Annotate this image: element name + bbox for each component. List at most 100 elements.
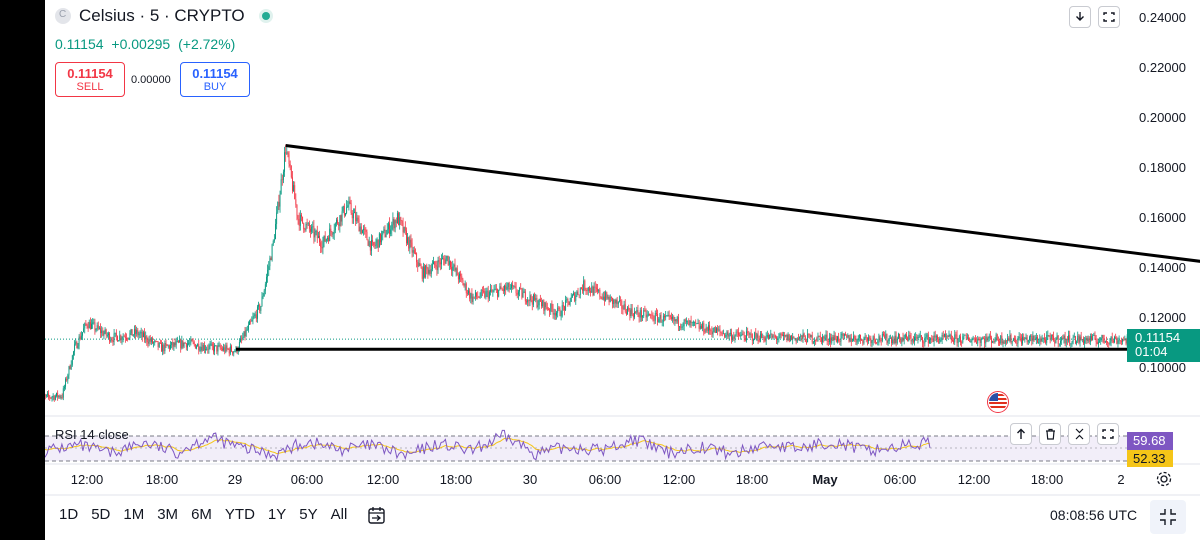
candle-body	[616, 299, 618, 305]
candle-body	[45, 395, 46, 397]
candle-body	[756, 334, 758, 338]
range-button-1y[interactable]: 1Y	[267, 506, 287, 523]
range-button-6m[interactable]: 6M	[191, 506, 212, 523]
candle-body	[226, 345, 228, 349]
utc-clock[interactable]: 08:08:56 UTC	[1050, 507, 1138, 523]
range-button-1m[interactable]: 1M	[123, 506, 145, 523]
candle-body	[348, 201, 350, 206]
exit-fullscreen-button[interactable]	[1150, 500, 1186, 534]
buy-button[interactable]: 0.11154 BUY	[180, 62, 250, 97]
candle-body	[58, 395, 60, 398]
candle-body	[1061, 337, 1063, 341]
candle-body	[575, 295, 577, 301]
candle-body	[296, 204, 298, 216]
range-button-5d[interactable]: 5D	[91, 506, 111, 523]
candle-body	[958, 336, 960, 339]
candle-body	[209, 344, 211, 346]
candle-body	[384, 229, 386, 237]
candle-body	[896, 338, 898, 344]
candle-body	[71, 355, 73, 365]
candle-body	[1068, 335, 1069, 341]
range-button-1d[interactable]: 1D	[59, 506, 79, 523]
fullscreen-button[interactable]	[1098, 6, 1120, 28]
candle-body	[426, 265, 428, 269]
candle-body	[520, 288, 522, 289]
candle-body	[717, 328, 719, 331]
candle-body	[639, 310, 641, 318]
candle-body	[49, 396, 51, 398]
candle-body	[742, 333, 744, 336]
candle-body	[979, 338, 981, 343]
candle-body	[522, 292, 524, 298]
sell-button[interactable]: 0.11154 SELL	[55, 62, 125, 97]
candle-body	[795, 338, 797, 342]
candle-body	[832, 337, 834, 341]
candle-body	[109, 333, 111, 342]
maximize-pane-button[interactable]	[1097, 423, 1119, 445]
candle-body	[600, 296, 602, 298]
candle-body	[658, 318, 660, 322]
candle-body	[1008, 338, 1010, 342]
descending-trendline[interactable]	[285, 144, 1200, 341]
time-axis-tick: May	[812, 472, 838, 487]
candle-body	[556, 312, 557, 316]
candle-body	[85, 323, 87, 325]
range-button-3m[interactable]: 3M	[157, 506, 179, 523]
candle-body	[132, 334, 134, 336]
calendar-range-icon[interactable]	[366, 505, 388, 527]
us-flag-icon[interactable]	[987, 391, 1009, 413]
candle-body	[984, 338, 986, 344]
market-status-icon[interactable]	[258, 9, 273, 23]
candle-body	[963, 335, 965, 337]
candle-body	[225, 345, 227, 352]
candle-body	[154, 340, 156, 343]
candle-body	[673, 316, 675, 322]
candle-body	[400, 217, 402, 221]
candle-body	[464, 283, 466, 286]
buy-price: 0.11154	[192, 66, 238, 81]
candle-body	[590, 290, 592, 293]
collapse-pane-button[interactable]	[1068, 423, 1090, 445]
price-chart[interactable]: 29.11°	[45, 0, 1200, 540]
candle-body	[308, 223, 310, 229]
candle-body	[1032, 335, 1034, 341]
range-button-ytd[interactable]: YTD	[224, 506, 255, 523]
candle-body	[198, 343, 200, 351]
symbol-logo-icon	[55, 8, 71, 24]
rsi-legend[interactable]: RSI 14 close	[55, 427, 129, 442]
candle-body	[276, 212, 278, 225]
candle-body	[147, 341, 149, 344]
candle-body	[200, 346, 202, 351]
symbol-title[interactable]: Celsius · 5 · CRYPTO	[79, 6, 245, 25]
candle-body	[562, 305, 564, 307]
range-button-5y[interactable]: 5Y	[299, 506, 318, 523]
candle-body	[398, 213, 399, 226]
candle-body	[740, 334, 742, 337]
delete-pane-button[interactable]	[1039, 423, 1061, 445]
candle-body	[212, 346, 214, 352]
candle-body	[567, 299, 569, 302]
candle-body	[613, 299, 615, 304]
candle-body	[136, 329, 138, 334]
candle-body	[139, 333, 141, 335]
candle-body	[1065, 339, 1067, 344]
candle-body	[157, 341, 159, 347]
candle-body	[804, 336, 806, 342]
candle-body	[926, 334, 928, 338]
candle-body	[96, 325, 98, 330]
candle-body	[517, 291, 519, 295]
candle-body	[657, 313, 659, 322]
candle-body	[1004, 340, 1006, 344]
candle-body	[534, 294, 536, 300]
candle-body	[884, 335, 886, 339]
candle-body	[721, 332, 723, 334]
download-button[interactable]	[1069, 6, 1091, 28]
candle-body	[873, 336, 875, 340]
range-button-all[interactable]: All	[330, 506, 348, 523]
move-pane-up-button[interactable]	[1010, 423, 1032, 445]
candle-body	[207, 348, 209, 350]
settings-gear-icon[interactable]	[1155, 470, 1173, 488]
candle-body	[698, 323, 700, 329]
candle-body	[1114, 336, 1115, 343]
price-axis-tick: 0.24000	[1139, 10, 1186, 25]
